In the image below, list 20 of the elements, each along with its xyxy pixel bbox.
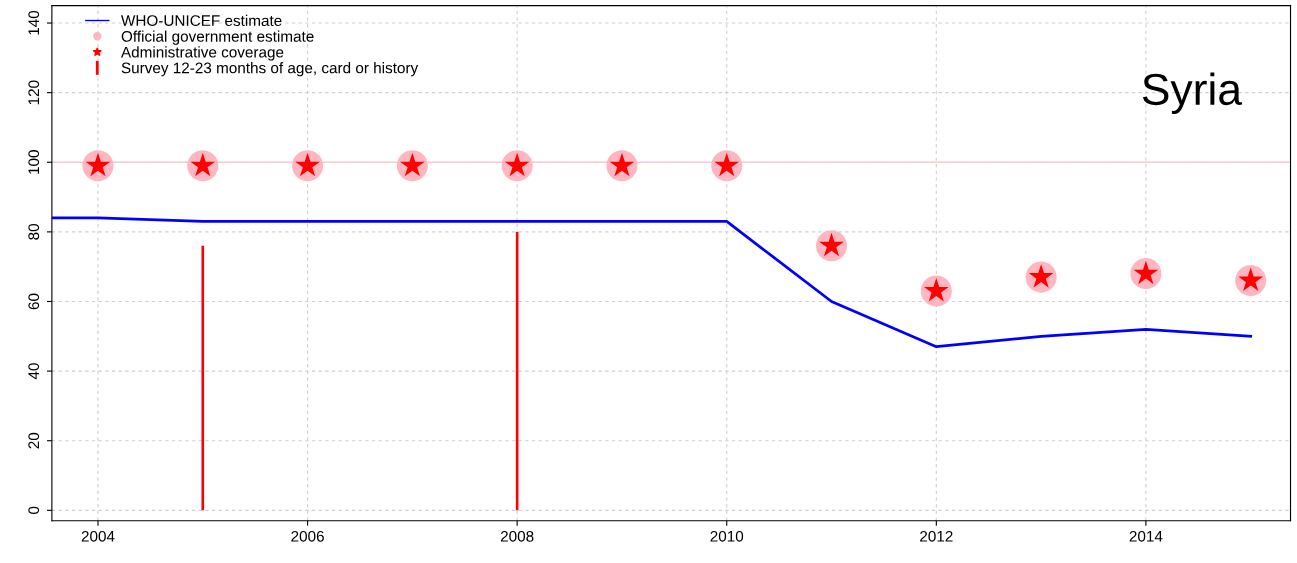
y-tick-label: 140 <box>28 10 40 35</box>
line-series <box>51 216 1253 349</box>
annotation: Syria <box>1142 72 1243 114</box>
y-tick-label: 100 <box>28 150 40 174</box>
legend-label: Survey 12-23 months of age, card or history <box>121 62 419 77</box>
x-tick-label: 2004 <box>81 530 115 542</box>
legend-label: Official government estimate <box>121 30 314 45</box>
x-tick-label: 2010 <box>710 530 744 542</box>
y-tick-label: 80 <box>28 223 40 240</box>
x-tick-label: 2012 <box>920 530 953 542</box>
y-tick-label: 40 <box>28 363 40 380</box>
legend-label: Administrative coverage <box>120 46 284 61</box>
y-tick-label: 0 <box>28 506 40 514</box>
x-tick-label: 2006 <box>291 530 324 542</box>
x-tick-label: 2008 <box>500 530 534 542</box>
legend-label: WHO-UNICEF estimate <box>121 14 282 27</box>
y-tick-label: 60 <box>28 293 40 310</box>
x-tick-label: 2014 <box>1129 530 1163 542</box>
y-tick-label: 20 <box>28 432 40 449</box>
y-tick-label: 120 <box>28 80 40 105</box>
